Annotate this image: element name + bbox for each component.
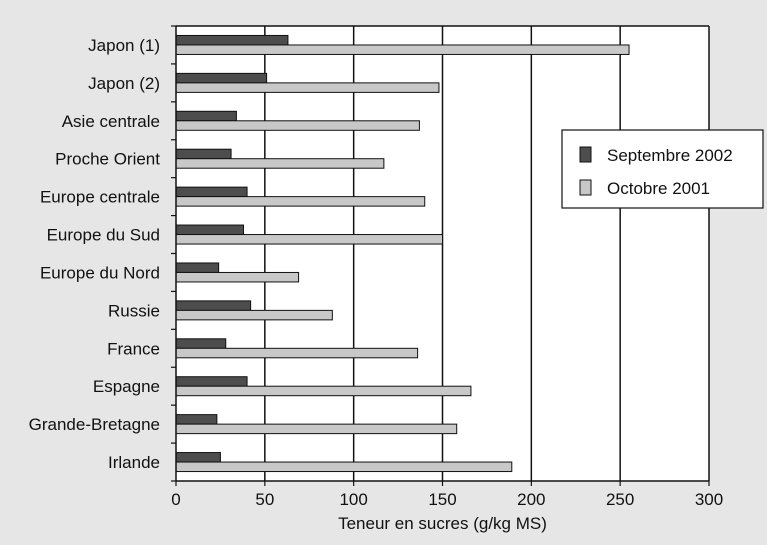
bar-series-2	[175, 385, 472, 397]
x-tick-label: 300	[695, 490, 723, 509]
y-tick-label: Japon (2)	[88, 74, 160, 93]
bar-series-1	[175, 300, 252, 311]
x-axis-ticks: 0 50 100 150 200 250 300	[171, 481, 723, 509]
y-tick-label: Russie	[108, 301, 160, 320]
bar-series-2	[175, 44, 630, 55]
bar-series-2	[175, 82, 440, 93]
y-tick-label: France	[107, 339, 160, 358]
y-tick-label: Europe centrale	[40, 188, 160, 207]
x-tick-label: 100	[339, 490, 367, 509]
bar-series-1	[175, 414, 218, 425]
bar-series-2	[175, 120, 420, 131]
legend-swatch-series-2	[579, 179, 592, 196]
legend-box	[561, 129, 764, 209]
bar-series-1	[175, 148, 232, 160]
bar-series-1	[175, 376, 248, 387]
x-tick-label: 200	[517, 490, 545, 509]
y-tick-label: Europe du Nord	[40, 263, 160, 282]
bar-series-2	[175, 158, 385, 169]
bar-series-2	[175, 271, 300, 283]
bar-series-1	[175, 224, 245, 236]
legend-swatch-series-1	[579, 146, 592, 163]
bar-series-2	[175, 309, 333, 321]
x-tick-label: 0	[171, 490, 180, 509]
bar-series-1	[175, 72, 268, 84]
y-tick-label: Japon (1)	[88, 36, 160, 55]
bar-series-1	[175, 186, 248, 198]
x-tick-label: 150	[428, 490, 456, 509]
y-tick-label: Irlande	[108, 453, 160, 472]
bar-series-1	[175, 338, 227, 349]
x-tick-label: 250	[606, 490, 634, 509]
bar-series-1	[175, 110, 237, 122]
bar-series-1	[175, 262, 220, 273]
y-axis-ticks: Japon (1) Japon (2) Asie centrale Proche Or…	[29, 25, 176, 482]
gridlines	[264, 26, 710, 481]
bar-series-2	[175, 234, 443, 245]
y-tick-label: Espagne	[93, 377, 160, 396]
legend: Septembre 2002 Octobre 2001	[561, 129, 764, 209]
bar-series-1	[175, 452, 221, 463]
bar-series-2	[175, 347, 419, 359]
x-axis-title: Teneur en sucres (g/kg MS)	[338, 514, 547, 533]
y-tick-label: Europe du Sud	[47, 226, 160, 245]
legend-label-series-1: Septembre 2002	[607, 146, 733, 165]
y-tick-label: Grande-Bretagne	[29, 415, 160, 434]
x-tick-label: 50	[255, 490, 274, 509]
bar-series-2	[175, 423, 458, 435]
bar-series-1	[175, 34, 289, 46]
legend-label-series-2: Octobre 2001	[607, 179, 710, 198]
bar-series-2	[175, 461, 513, 473]
y-tick-label: Proche Orient	[55, 150, 160, 169]
y-tick-label: Asie centrale	[62, 112, 160, 131]
bar-series-2	[175, 196, 426, 207]
